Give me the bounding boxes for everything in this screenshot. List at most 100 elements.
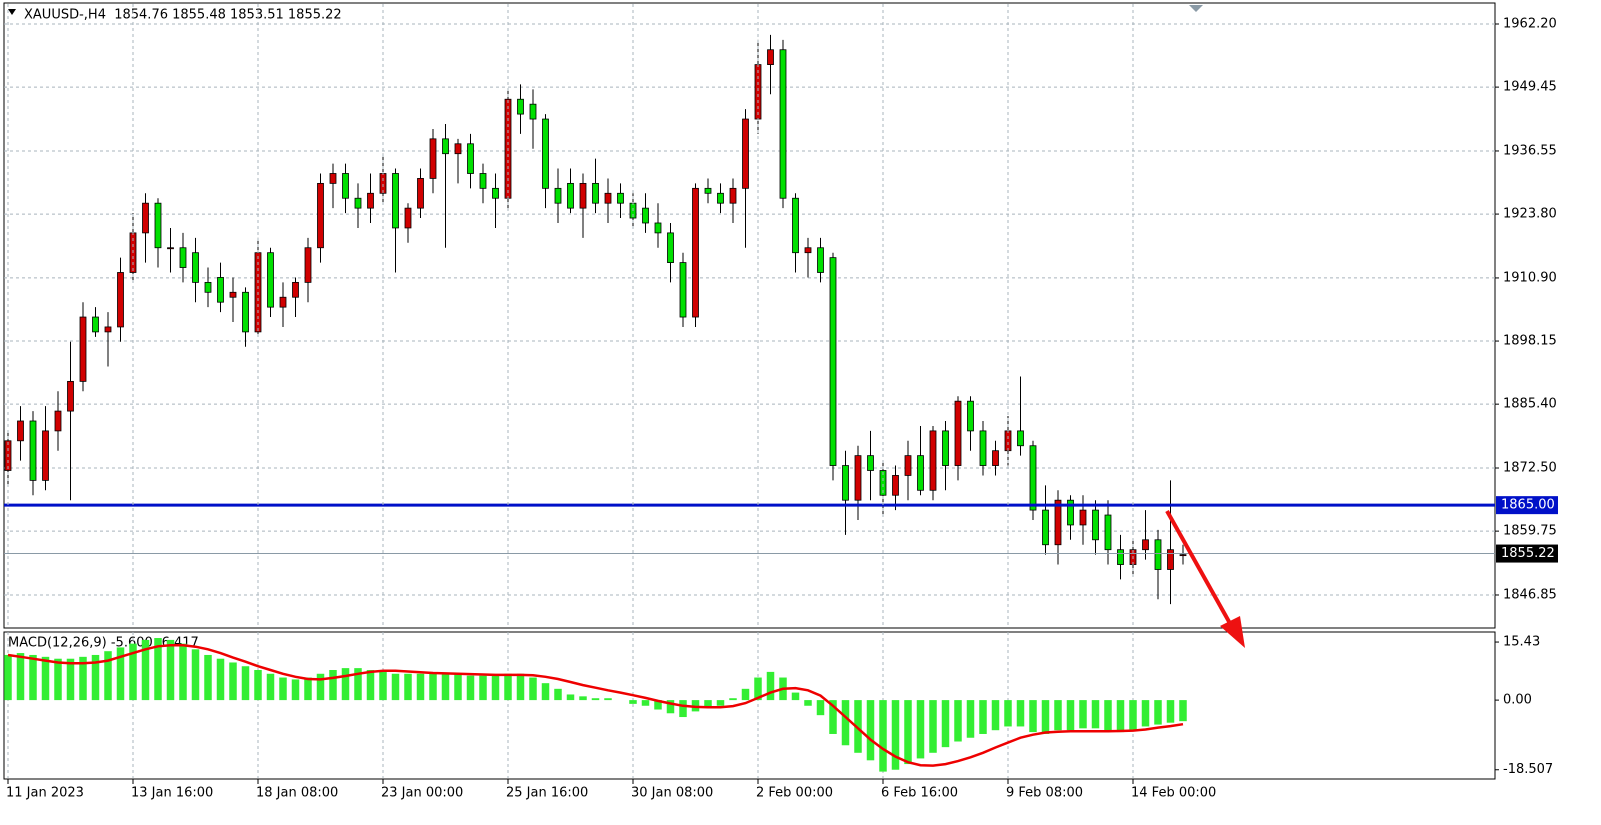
macd-bar xyxy=(916,700,925,759)
candle-body xyxy=(529,103,537,120)
candle-body xyxy=(1142,539,1149,551)
macd-bar xyxy=(129,643,137,701)
candle-body xyxy=(104,326,112,333)
candle-body xyxy=(204,281,212,293)
candle-body xyxy=(1042,509,1049,546)
candle-body xyxy=(67,380,74,412)
candle-body xyxy=(217,277,224,303)
macd-bar xyxy=(766,671,775,701)
chart-title: XAUUSD-,H4 1854.76 1855.48 1853.51 1855.… xyxy=(24,8,342,23)
macd-bar xyxy=(316,673,325,701)
candle-body xyxy=(779,49,787,199)
candle-body xyxy=(679,262,687,318)
macd-bar xyxy=(804,700,812,706)
macd-bar xyxy=(366,670,375,701)
marks: 1962.20 1949.45 1936.55 1923.80 1910.90 1898.… xyxy=(4,4,1558,801)
macd-bar xyxy=(329,670,337,701)
price-level-box xyxy=(1496,496,1558,515)
candle-body xyxy=(29,420,37,481)
y-tick-label: 1962.20 xyxy=(1503,16,1557,31)
candle-body xyxy=(717,192,724,204)
candle-body xyxy=(179,247,187,268)
candle-body xyxy=(842,465,849,501)
y-tick-label: -18.507 xyxy=(1503,762,1553,777)
macd-bar xyxy=(716,700,725,706)
y-tick-label: 1949.45 xyxy=(1503,80,1557,95)
y-tick-label: 1898.15 xyxy=(1503,334,1557,349)
x-tick-label: 23 Jan 00:00 xyxy=(381,786,463,801)
macd-bar xyxy=(241,666,250,701)
macd-bar xyxy=(891,700,900,770)
macd-bar xyxy=(591,698,600,701)
candle-body xyxy=(1092,509,1099,541)
macd-bar xyxy=(1004,700,1012,727)
macd-bar xyxy=(941,700,950,748)
macd-bar xyxy=(66,658,75,701)
candle-body xyxy=(617,192,624,204)
x-tick-label: 6 Feb 16:00 xyxy=(881,786,958,801)
macd-bar xyxy=(254,670,262,701)
macd-bar xyxy=(516,673,525,701)
candle-body xyxy=(1054,499,1062,546)
candle-body xyxy=(879,470,887,496)
candle-body xyxy=(392,173,399,229)
macd-bar xyxy=(666,700,675,714)
candle-body xyxy=(117,272,124,328)
y-tick-label: 1885.40 xyxy=(1503,397,1557,412)
candle-body xyxy=(979,430,987,466)
macd-bar xyxy=(54,658,62,701)
macd-bar xyxy=(304,677,312,701)
x-tick-label: 18 Jan 08:00 xyxy=(256,786,338,801)
x-tick-label: 9 Feb 08:00 xyxy=(1006,786,1083,801)
macd-bar xyxy=(416,673,425,701)
macd-bar xyxy=(629,700,637,704)
candle-body xyxy=(1004,430,1012,452)
macd-bar xyxy=(1116,700,1125,733)
candle-body xyxy=(742,118,749,189)
menu-triangle[interactable] xyxy=(8,9,16,15)
macd-bar xyxy=(729,698,737,701)
macd-bar xyxy=(829,700,837,734)
macd-bar xyxy=(266,673,275,701)
macd-bar xyxy=(679,700,687,718)
macd-bar xyxy=(979,700,987,734)
price-level-label: 1855.22 xyxy=(1501,546,1555,561)
candle-body xyxy=(792,197,799,254)
macd-bar xyxy=(854,700,862,753)
candle-body xyxy=(554,187,562,204)
macd-bar xyxy=(929,700,937,753)
macd-bar xyxy=(404,673,412,701)
arrow-head xyxy=(1220,616,1245,648)
macd-bar xyxy=(554,688,562,701)
macd-bar xyxy=(104,651,112,701)
macd-bar xyxy=(154,638,162,701)
macd-bar xyxy=(429,673,437,701)
macd-bar xyxy=(291,679,300,701)
macd-bar xyxy=(841,700,850,746)
candle-body xyxy=(92,316,99,333)
candle-body xyxy=(1154,539,1162,570)
macd-bar xyxy=(1041,700,1050,734)
y-tick-label: 1936.55 xyxy=(1503,143,1557,158)
macd-bar xyxy=(966,700,975,738)
candle-body xyxy=(604,192,612,204)
macd-bar xyxy=(341,668,350,701)
macd-bar xyxy=(79,656,87,701)
macd-bar xyxy=(204,654,212,701)
y-tick-label: 0.00 xyxy=(1503,693,1532,708)
candle-body xyxy=(992,450,999,466)
candle-body xyxy=(729,187,737,204)
candle-body xyxy=(1117,549,1124,565)
candle-body xyxy=(429,138,437,179)
candle-body xyxy=(892,475,899,496)
candle-body xyxy=(229,291,237,298)
macd-bar xyxy=(141,639,150,701)
macd-bar xyxy=(529,677,537,701)
candle-body xyxy=(542,118,549,189)
macd-bar xyxy=(91,654,100,701)
y-tick-label: 1846.85 xyxy=(1503,587,1557,602)
macd-bar xyxy=(954,700,962,742)
macd-bar xyxy=(454,673,462,701)
macd-bar xyxy=(504,673,512,701)
candle-body xyxy=(417,178,424,209)
